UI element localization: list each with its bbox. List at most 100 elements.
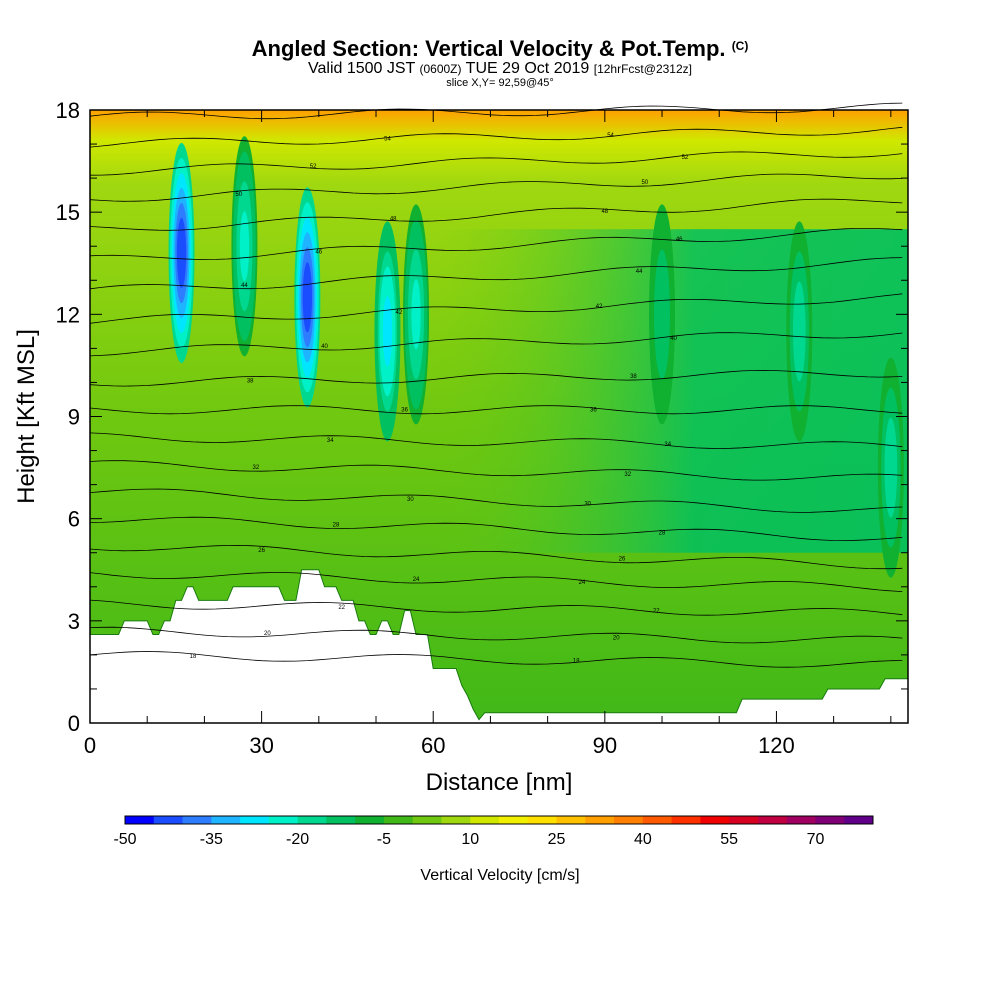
isentrope-label: 38 <box>630 374 637 380</box>
colorbar-tick-label: 55 <box>720 831 738 848</box>
isentrope-label: 28 <box>333 523 340 529</box>
colorbar-swatch <box>470 816 500 824</box>
colorbar-swatch <box>326 816 356 824</box>
colorbar-swatch <box>153 816 184 824</box>
slice-caption: slice X,Y= 92,59@45° <box>446 77 554 89</box>
isentrope-label: 28 <box>659 530 666 536</box>
velocity-core <box>786 221 813 442</box>
isentrope-line <box>89 572 903 592</box>
colorbar: -50 -35 -20 -5 10 25 40 55 70 Vertical Velocity [… <box>113 815 874 884</box>
isentrope-line <box>89 544 903 570</box>
colorbar-swatch <box>441 816 471 824</box>
isentrope-label: 44 <box>241 283 248 289</box>
colorbar-swatch <box>585 816 615 824</box>
isentrope-label: 30 <box>407 497 414 503</box>
terrain-mask <box>90 569 908 723</box>
y-tick-label: 6 <box>68 507 80 532</box>
isentrope-label: 26 <box>619 557 626 563</box>
y-tick-label: 18 <box>56 98 80 123</box>
x-tick-label: 120 <box>758 733 795 758</box>
isentrope-label: 42 <box>596 304 603 310</box>
isentrope-label: 38 <box>247 379 254 385</box>
isentrope-label: 22 <box>653 609 660 615</box>
x-tick-label: 0 <box>84 733 96 758</box>
core-contour <box>239 211 250 282</box>
colorbar-tick-label: -35 <box>200 831 223 848</box>
isentrope-label: 30 <box>584 501 591 507</box>
isentrope-label: 36 <box>401 408 408 414</box>
y-axis-label: Height [Kft MSL] <box>13 329 40 504</box>
isentrope-label: 20 <box>613 635 620 641</box>
title-unit: (C) <box>731 39 749 53</box>
core-contour <box>176 218 187 289</box>
velocity-core <box>231 136 258 357</box>
velocity-core <box>168 143 195 364</box>
velocity-core <box>877 357 904 578</box>
core-contour <box>794 296 804 367</box>
isentrope-line <box>89 432 903 449</box>
isentrope-line <box>89 460 903 481</box>
isentrope-label: 32 <box>253 465 260 471</box>
isentrope-label: 32 <box>624 472 631 478</box>
subtitle-date: TUE 29 Oct 2019 <box>465 60 590 77</box>
subtitle-forecast: [12hrFcst@2312z] <box>593 62 692 76</box>
isentrope-label: 36 <box>590 408 597 414</box>
colorbar-tick-label: 70 <box>807 831 825 848</box>
isentrope-label: 48 <box>390 216 397 222</box>
isentrope-label: 24 <box>413 577 420 583</box>
y-tick-label: 0 <box>68 711 80 736</box>
isentrope-label: 34 <box>327 438 334 444</box>
isentrope-label: 18 <box>190 654 197 660</box>
colorbar-swatch <box>671 816 701 824</box>
colorbar-frame <box>124 815 874 825</box>
velocity-field <box>90 110 908 723</box>
isentrope-line <box>89 293 903 324</box>
colorbar-swatch <box>642 816 673 824</box>
isentrope-label: 54 <box>384 137 391 143</box>
isentrope-line <box>89 257 903 290</box>
colorbar-swatch <box>125 816 155 824</box>
x-tick-label: 30 <box>249 733 273 758</box>
isentrope-line <box>89 332 903 357</box>
isentrope-label: 24 <box>579 580 586 586</box>
colorbar-swatch <box>412 816 442 824</box>
isentrope-label: 46 <box>676 237 683 243</box>
isentrope-label: 26 <box>258 548 265 554</box>
isentrope-label: 22 <box>338 605 345 611</box>
core-contour <box>382 296 393 367</box>
isentrope-label: 46 <box>315 250 322 256</box>
colorbar-swatch <box>844 816 874 824</box>
isentrope-line <box>89 599 903 616</box>
colorbar-swatch <box>527 816 558 824</box>
isentrope-line <box>89 173 903 202</box>
core-contour <box>411 279 421 350</box>
isentrope-label: 40 <box>321 344 328 350</box>
isentrope-label: 18 <box>573 659 580 665</box>
colorbar-label: Vertical Velocity [cm/s] <box>420 867 579 884</box>
colorbar-swatch <box>786 816 816 824</box>
isentrope-line <box>89 369 903 387</box>
isentrope-label: 40 <box>670 336 677 342</box>
isentrope-label: 44 <box>636 269 643 275</box>
core-contour <box>657 279 667 350</box>
isentrope-line <box>89 488 903 513</box>
colorbar-tick-label: -50 <box>113 831 136 848</box>
isentrope-label: 52 <box>682 155 689 161</box>
velocity-core <box>374 221 401 442</box>
isentrope-line <box>89 651 903 668</box>
isentrope-label: 50 <box>642 180 649 186</box>
x-axis-label: Distance [nm] <box>426 769 573 796</box>
colorbar-swatch <box>383 816 414 824</box>
colorbar-swatch <box>700 816 730 824</box>
title-text: Angled Section: Vertical Velocity & Pot.… <box>251 36 726 61</box>
velocity-core <box>649 204 676 425</box>
isentrope-label: 52 <box>310 164 317 170</box>
colorbar-swatch <box>499 816 529 824</box>
core-contour <box>886 432 896 503</box>
colorbar-swatch <box>268 816 299 824</box>
isentrope-label: 48 <box>601 209 608 215</box>
isentrope-line <box>89 405 903 415</box>
x-tick-label: 60 <box>421 733 445 758</box>
